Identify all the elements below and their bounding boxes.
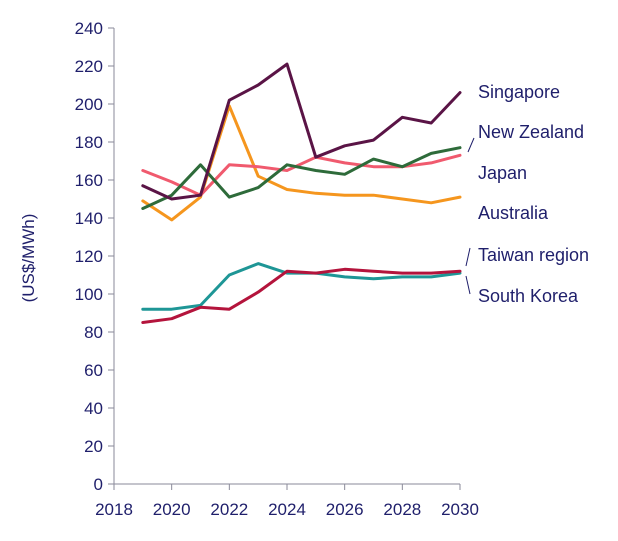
- y-tick-label: 200: [75, 95, 103, 114]
- y-tick-label: 240: [75, 19, 103, 38]
- y-tick-label: 100: [75, 285, 103, 304]
- legend: Singapore New Zealand Japan Australia Taiwan…: [465, 82, 589, 306]
- x-tick-label: 2020: [153, 500, 191, 519]
- legend-label-new-zealand: New Zealand: [478, 122, 584, 142]
- legend-label-south-korea: South Korea: [478, 286, 579, 306]
- y-tick-label: 0: [94, 475, 103, 494]
- y-tick-label: 40: [84, 399, 103, 418]
- x-tick-label: 2022: [210, 500, 248, 519]
- y-axis-ticks: 0 20 40 60 80 100 120 140 160 180 200 220 240: [75, 19, 114, 494]
- series-line-new-zealand: [141, 146, 462, 210]
- series-line-singapore: [141, 62, 462, 201]
- y-tick-label: 140: [75, 209, 103, 228]
- series-line-taiwan-region: [141, 267, 462, 324]
- x-tick-label: 2028: [383, 500, 421, 519]
- y-tick-label: 20: [84, 437, 103, 456]
- y-tick-label: 80: [84, 323, 103, 342]
- legend-label-singapore: Singapore: [478, 82, 560, 102]
- y-tick-label: 60: [84, 361, 103, 380]
- x-tick-label: 2018: [95, 500, 133, 519]
- legend-label-japan: Japan: [478, 163, 527, 183]
- legend-leader-new-zealand: [467, 137, 475, 153]
- series-line-south-korea: [141, 262, 462, 311]
- y-tick-label: 220: [75, 57, 103, 76]
- legend-label-taiwan-region: Taiwan region: [478, 245, 589, 265]
- y-tick-label: 160: [75, 171, 103, 190]
- series-lines: [141, 62, 462, 324]
- series-line-australia: [141, 104, 462, 222]
- x-tick-label: 2030: [441, 500, 479, 519]
- y-tick-label: 180: [75, 133, 103, 152]
- y-tick-label: 120: [75, 247, 103, 266]
- y-axis-label: (US$/MWh): [19, 214, 38, 303]
- legend-leader-taiwan-region: [465, 247, 471, 267]
- x-tick-label: 2024: [268, 500, 306, 519]
- x-tick-label: 2026: [326, 500, 364, 519]
- x-axis-ticks: 2018 2020 2022 2024 2026 2028 2030: [95, 484, 479, 519]
- legend-label-australia: Australia: [478, 203, 549, 223]
- legend-leader-south-korea: [465, 275, 471, 295]
